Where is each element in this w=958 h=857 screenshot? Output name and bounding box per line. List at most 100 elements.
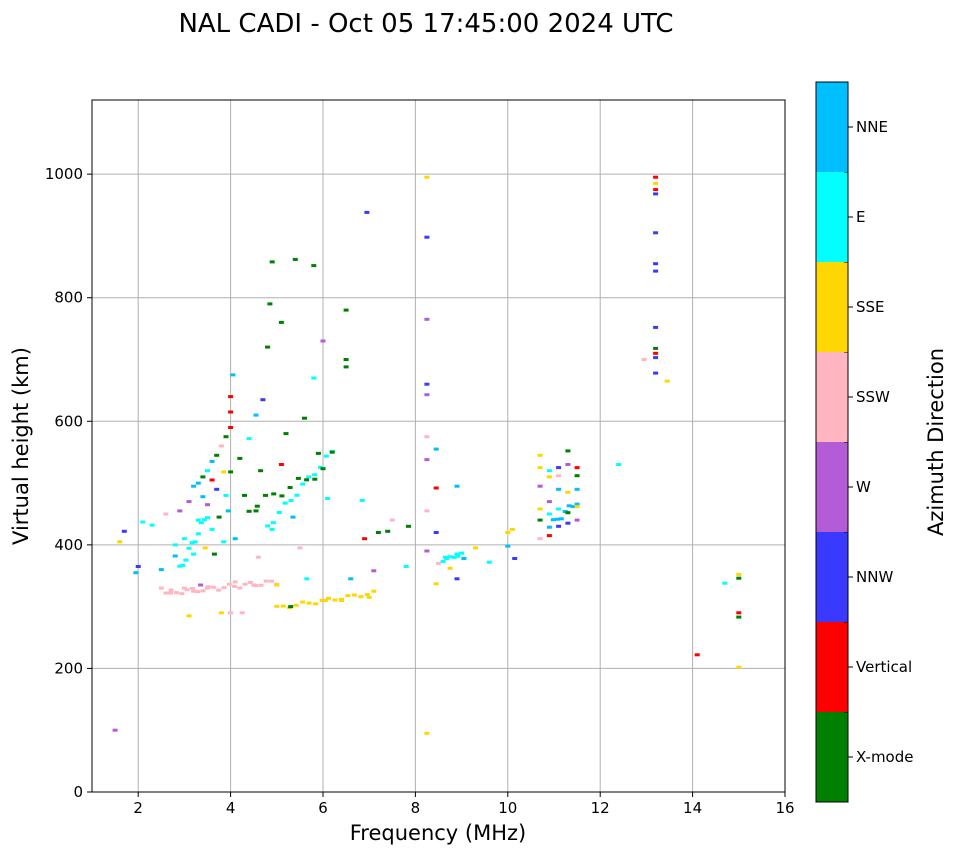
- echo-point: [424, 509, 430, 513]
- echo-point: [343, 358, 349, 361]
- echo-trace-point: [306, 475, 312, 479]
- x-tick-label: 16: [775, 799, 794, 817]
- colorbar-label-item: NNE: [856, 118, 888, 136]
- echo-point: [225, 509, 231, 513]
- colorbar-label-item: E: [856, 208, 865, 226]
- echo-point: [343, 365, 349, 369]
- colorbar-label-item: X-mode: [856, 748, 913, 766]
- echo-point: [205, 503, 210, 507]
- grid-lines: [92, 100, 785, 792]
- echo-point: [565, 449, 571, 453]
- echo-trace-point: [455, 554, 461, 558]
- colorbar-segment: [816, 712, 848, 802]
- echo-point: [653, 351, 659, 355]
- echo-point: [140, 520, 146, 524]
- y-tick-label: 800: [54, 289, 83, 307]
- echo-point: [221, 470, 227, 474]
- echo-point: [311, 264, 317, 268]
- colorbar-label-item: Vertical: [856, 658, 912, 676]
- echo-point: [172, 543, 178, 547]
- echo-point: [135, 565, 141, 568]
- echo-trace-point: [313, 602, 319, 606]
- echo-trace-point: [221, 586, 227, 590]
- azimuth-colorbar: X-mode Vertical NNW W SSW SSE E NNE: [815, 81, 913, 803]
- echo-point: [653, 188, 659, 192]
- echo-trace-point: [258, 583, 264, 587]
- echo-point: [454, 552, 460, 556]
- echo-point: [389, 518, 395, 522]
- echo-point: [304, 577, 310, 581]
- echo-point: [133, 571, 139, 575]
- echo-point: [267, 302, 273, 306]
- echo-point: [311, 376, 317, 380]
- echo-point: [424, 435, 430, 439]
- echo-trace-point: [282, 501, 288, 505]
- echo-point: [454, 577, 460, 581]
- echo-trace-point: [294, 493, 300, 497]
- echo-trace-point: [198, 521, 204, 525]
- echo-point: [565, 521, 571, 525]
- echo-point: [616, 463, 622, 466]
- echo-point: [283, 432, 289, 436]
- echo-trace-point: [168, 588, 174, 592]
- plot-background: [92, 100, 785, 792]
- colorbar-segment: [816, 532, 848, 622]
- echo-point: [253, 509, 259, 513]
- echo-point: [653, 269, 659, 273]
- x-tick-label: 8: [411, 799, 421, 817]
- echo-trace-point: [440, 560, 446, 563]
- echo-point: [209, 527, 215, 531]
- x-axis: 2 4 6 8 10 12 14 16: [133, 792, 795, 817]
- echo-point: [216, 515, 222, 519]
- echo-trace-point: [201, 518, 207, 522]
- echo-trace-point: [312, 477, 318, 481]
- echo-point: [442, 555, 448, 559]
- echo-point: [191, 552, 197, 556]
- echo-point: [274, 583, 280, 587]
- echo-point: [198, 583, 204, 587]
- echo-point: [288, 605, 294, 609]
- echo-point: [242, 493, 247, 497]
- colorbar-label-item: NNW: [856, 568, 893, 586]
- echo-trace-point: [179, 592, 185, 596]
- echo-point: [537, 537, 543, 541]
- echo-point: [202, 546, 208, 550]
- echo-trace-point: [323, 454, 329, 458]
- echo-trace-point: [566, 504, 572, 508]
- echo-point: [260, 398, 266, 402]
- echo-point: [694, 653, 700, 657]
- echo-point: [322, 599, 328, 602]
- echo-point: [736, 611, 742, 615]
- echo-trace-point: [270, 521, 276, 525]
- echo-point: [228, 395, 234, 399]
- echo-point: [290, 515, 296, 519]
- echo-point: [424, 393, 430, 397]
- echo-point: [433, 582, 439, 586]
- y-tick-label: 1000: [45, 165, 83, 183]
- x-tick-label: 12: [591, 799, 610, 817]
- echo-point: [505, 544, 511, 548]
- echo-trace-point: [216, 588, 222, 592]
- echo-point: [265, 345, 271, 349]
- echo-point: [211, 552, 217, 556]
- echo-point: [424, 458, 430, 462]
- echo-trace-point: [177, 564, 183, 568]
- echo-trace-point: [319, 598, 325, 602]
- echo-point: [486, 560, 492, 564]
- echo-point: [149, 523, 155, 527]
- echo-point: [223, 493, 229, 497]
- echo-point: [565, 463, 571, 466]
- echo-point: [653, 262, 659, 266]
- echo-point: [574, 474, 580, 478]
- echo-point: [297, 546, 303, 550]
- echo-points: [112, 175, 742, 735]
- chart-title: NAL CADI - Oct 05 17:45:00 2024 UTC: [178, 9, 673, 39]
- x-tick-label: 14: [683, 799, 702, 817]
- echo-trace-point: [174, 591, 179, 595]
- echo-trace-point: [237, 586, 243, 590]
- echo-point: [251, 583, 257, 587]
- echo-trace-point: [265, 524, 271, 528]
- echo-trace-point: [320, 467, 326, 471]
- echo-trace-point: [189, 541, 195, 545]
